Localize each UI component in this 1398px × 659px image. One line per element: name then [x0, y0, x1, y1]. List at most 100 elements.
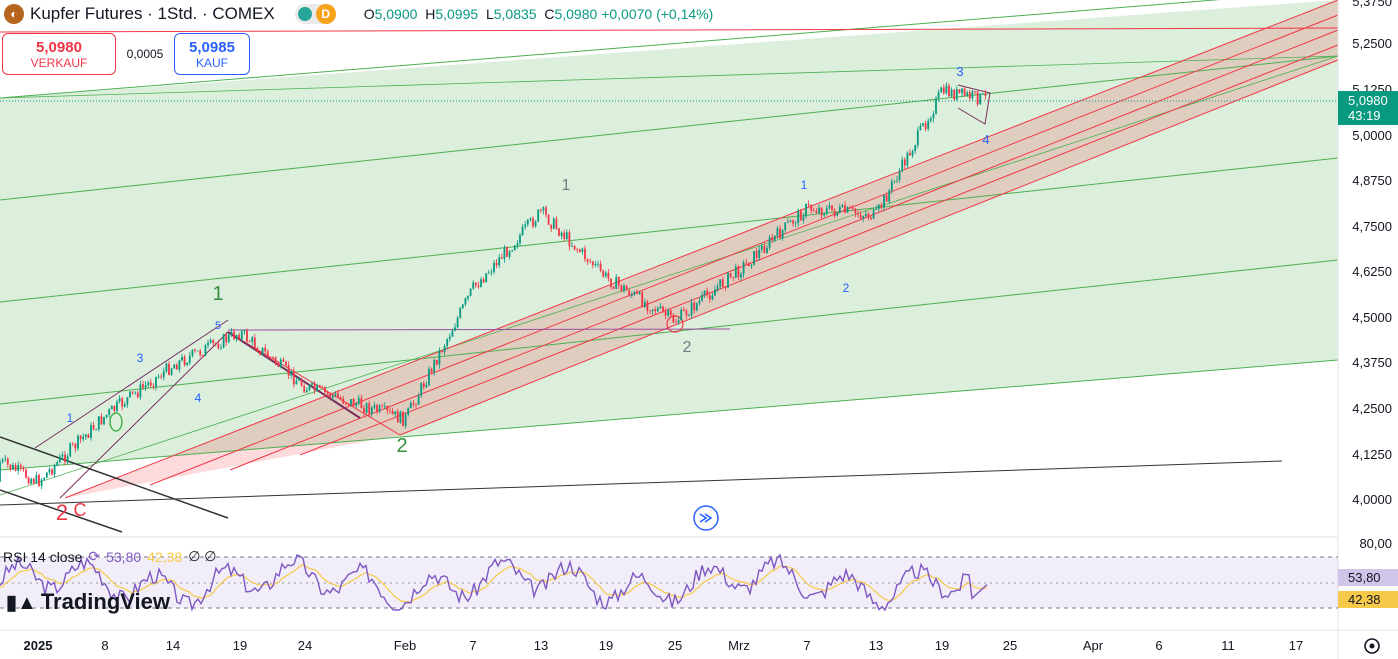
buy-button[interactable]: 5,0985 KAUF — [174, 33, 250, 75]
candle-body — [402, 411, 404, 427]
candle-body — [682, 309, 685, 311]
candle-body — [204, 345, 207, 357]
time-tick: 7 — [469, 638, 477, 653]
candle-body — [285, 361, 287, 366]
candle-body — [360, 397, 363, 409]
candle-body — [901, 159, 904, 171]
candle-body — [979, 93, 982, 105]
candle-body — [277, 363, 280, 367]
candle-body — [472, 282, 475, 289]
candle-body — [513, 245, 516, 251]
candle-body — [474, 282, 477, 286]
candle-body — [924, 123, 927, 130]
candle-body — [66, 456, 69, 462]
candle-body — [331, 395, 334, 398]
black-trend — [0, 460, 1283, 506]
candle-body — [890, 181, 893, 191]
candle-body — [526, 219, 529, 225]
candle-body — [927, 120, 930, 130]
candle-body — [534, 221, 537, 227]
candle-body — [357, 397, 360, 404]
candle-body — [612, 286, 615, 289]
candle-body — [862, 216, 865, 219]
price-tick: 4,1250 — [1352, 447, 1392, 462]
candle-body — [298, 379, 300, 381]
candle-body — [594, 263, 597, 266]
candle-body — [38, 475, 40, 487]
candle-body — [568, 232, 571, 247]
marker-circle — [666, 315, 684, 333]
candle-body — [885, 195, 888, 202]
candle-body — [610, 278, 612, 287]
settings-gear-icon[interactable] — [1364, 638, 1380, 654]
sell-price: 5,0980 — [36, 38, 82, 56]
ohlc-c-label: C — [544, 6, 555, 22]
tradingview-logo[interactable]: ▮▲ TradingView — [6, 589, 170, 615]
candle-body — [872, 209, 875, 219]
candle-body — [729, 272, 732, 278]
candle-body — [433, 359, 436, 373]
candle-body — [428, 368, 430, 385]
price-tick: 5,0000 — [1352, 128, 1392, 143]
black-trend — [0, 489, 123, 533]
candle-body — [589, 261, 592, 263]
candle-body — [742, 262, 745, 275]
candle-body — [290, 370, 293, 376]
candle-body — [386, 406, 389, 411]
time-tick: 13 — [868, 638, 884, 653]
sell-button[interactable]: 5,0980 VERKAUF — [2, 33, 116, 75]
candle-body — [186, 362, 189, 366]
market-status-pill[interactable]: D — [294, 4, 336, 24]
candle-body — [391, 411, 394, 415]
candle-body — [560, 232, 563, 236]
candle-body — [295, 380, 298, 385]
candle-body — [126, 397, 129, 405]
candle-body — [292, 370, 295, 385]
candle-body — [597, 263, 599, 265]
candle-body — [443, 346, 446, 352]
candle-body — [152, 385, 155, 387]
candle-body — [706, 290, 709, 296]
candle-body — [911, 150, 914, 156]
candle-body — [500, 257, 503, 259]
candle-body — [636, 291, 638, 294]
candle-body — [550, 224, 553, 229]
time-tick: Mrz — [728, 638, 750, 653]
red-line — [229, 29, 1339, 471]
rsi-legend[interactable]: RSI 14 close ⟳ 53,80 42,38 ∅ ∅ — [3, 548, 216, 565]
price-tick: 4,6250 — [1352, 264, 1392, 279]
replay-arrow-icon — [699, 513, 713, 523]
candle-body — [669, 310, 672, 316]
candle-body — [61, 454, 64, 457]
candle-body — [344, 403, 347, 405]
candle-body — [773, 235, 776, 241]
candle-body — [246, 330, 248, 342]
symbol-title[interactable]: Kupfer Futures · 1Std. · COMEX — [30, 4, 275, 23]
candle-body — [355, 403, 358, 407]
candle-body — [870, 217, 872, 219]
time-tick: 13 — [533, 638, 549, 653]
candle-body — [350, 398, 352, 405]
candle-body — [846, 206, 849, 213]
candle-body — [4, 458, 7, 460]
wave-triangle — [957, 84, 991, 125]
candle-body — [511, 250, 514, 252]
candle-body — [516, 243, 519, 246]
candle-body — [519, 235, 521, 244]
tv-logo-icon: ▮▲ — [6, 591, 37, 614]
candle-body — [792, 220, 794, 224]
candle-body — [602, 270, 605, 277]
price-tick: 4,5000 — [1352, 310, 1392, 325]
candle-body — [233, 331, 235, 340]
candle-body — [51, 469, 53, 475]
black-trend — [0, 436, 229, 519]
candle-body — [48, 469, 51, 473]
candle-body — [430, 368, 433, 373]
candle-body — [308, 384, 311, 391]
candle-body — [110, 405, 113, 410]
candle-body — [981, 93, 984, 95]
candle-body — [766, 248, 768, 253]
candle-body — [651, 309, 654, 312]
